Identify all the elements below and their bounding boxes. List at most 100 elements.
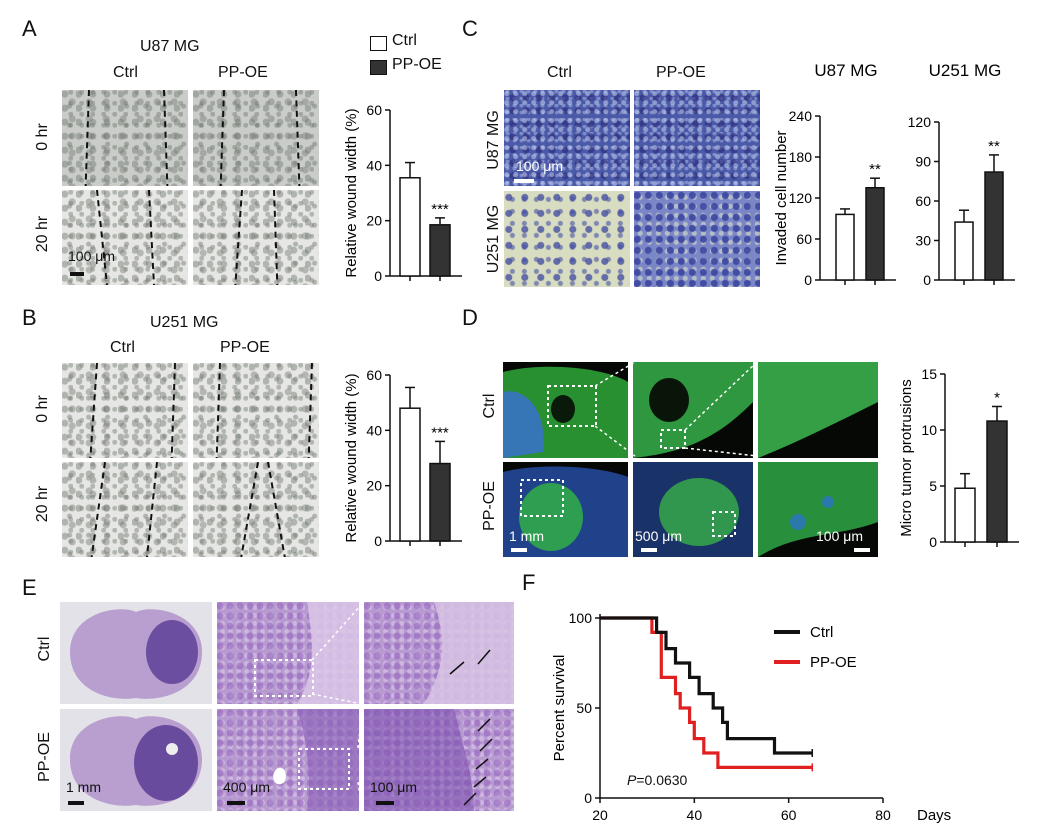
significance-marker: ** [869, 161, 881, 178]
chart-title: U251 MG [929, 61, 1002, 80]
bar-pp-oe [429, 224, 451, 277]
y-tick-label: 0 [374, 268, 382, 284]
bar-chart-d: 0 5 10 15 Micro tumor protrusions * [898, 366, 1019, 550]
panel-a-scale-label: 100 μm [68, 248, 115, 264]
y-tick-label: 10 [921, 422, 937, 438]
y-tick-label: 15 [921, 366, 937, 382]
fluorescence-d-ppoe-zoom: 100 μm [758, 462, 878, 557]
significance-marker: ** [988, 138, 1000, 155]
y-tick-label: 0 [929, 534, 937, 550]
panel-c-row-u251: U251 MG [485, 204, 502, 274]
panel-letter-e: E [22, 575, 37, 600]
micrograph-b-ppoe-20hr [193, 462, 319, 557]
histology-e-ppoe-whole: 1 mm [60, 709, 212, 811]
fluorescence-d-ppoe-mid: 500 μm [633, 462, 753, 557]
zoom-lines-e [311, 603, 363, 810]
micrograph-b-ctrl-20hr [62, 462, 188, 557]
y-tick-label: 20 [366, 478, 382, 494]
panel-b-title: U251 MG [150, 314, 219, 331]
fluorescence-d-ppoe-whole: 1 mm [503, 462, 628, 557]
legend-swatch-ctrl [370, 36, 387, 51]
panel-d-row-ppoe: PP-OE [481, 481, 498, 531]
y-tick-label: 0 [374, 533, 382, 549]
panel-c-scale-label: 100 μm [516, 158, 563, 174]
micrograph-c-u251-ppoe [634, 191, 760, 287]
micrograph-a-ctrl-0hr [62, 90, 188, 186]
bar-pp-oe [865, 187, 885, 281]
panel-a-row-0hr: 0 hr [34, 123, 51, 151]
panel-c-col-ctrl: Ctrl [547, 64, 572, 81]
panel-b-col-ppoe: PP-OE [220, 339, 270, 356]
zoom-lines-d [595, 361, 758, 457]
panel-e-row-ctrl: Ctrl [36, 636, 53, 662]
panel-a-title: U87 MG [140, 38, 200, 55]
y-tick-label: 60 [366, 102, 382, 118]
y-tick-label: 0 [804, 272, 812, 288]
panel-letter-b: B [22, 305, 37, 330]
micrograph-c-u87-ctrl: 100 μm [504, 90, 630, 186]
y-tick-label: 60 [796, 231, 812, 247]
y-tick-label: 0 [584, 790, 592, 806]
y-axis-label: Relative wound width (%) [343, 373, 360, 542]
x-tick-label: 80 [875, 807, 891, 823]
bar-pp-oe [984, 171, 1004, 281]
legend-swatch-ppoe [370, 60, 387, 75]
histology-e-ppoe-zoom: 100 μm [364, 709, 514, 811]
y-axis-label: Invaded cell number [773, 130, 790, 265]
bar-pp-oe [986, 420, 1008, 543]
legend-label-ctrl: Ctrl [810, 624, 833, 641]
micrograph-a-ctrl-20hr: 100 μm [62, 190, 188, 285]
micrograph-b-ctrl-0hr [62, 363, 188, 458]
panel-letter-c: C [462, 16, 478, 41]
y-tick-label: 0 [923, 272, 931, 288]
y-tick-label: 100 [569, 610, 593, 626]
y-tick-label: 5 [929, 478, 937, 494]
fluorescence-d-ctrl-zoom [758, 362, 878, 458]
y-tick-label: 50 [576, 700, 592, 716]
histology-e-ctrl-zoom [364, 602, 514, 704]
bar-chart-b: 0 20 40 60 Relative wound width (%) *** [343, 367, 462, 549]
bar-chart-a: 0 20 40 60 Relative wound width (%) *** [343, 102, 462, 284]
panel-b-row-20hr: 20 hr [34, 485, 51, 523]
panel-b-col-ctrl: Ctrl [110, 339, 135, 356]
panel-d-scale-2: 500 μm [635, 528, 682, 544]
panel-a-col-ctrl: Ctrl [113, 64, 138, 81]
panel-d-scale-1: 1 mm [509, 528, 544, 544]
bar-ctrl [399, 177, 421, 277]
bar-chart-c-u251: 0 30 60 90 120 U251 MG ** [908, 61, 1015, 288]
micrograph-c-u251-ctrl [504, 191, 630, 287]
panel-f-p-italic: P [627, 772, 637, 788]
micrograph-c-u87-ppoe [634, 90, 760, 186]
chart-title: U87 MG [814, 61, 877, 80]
x-tick-label: 60 [781, 807, 797, 823]
significance-marker: *** [431, 201, 449, 218]
y-tick-label: 180 [789, 149, 813, 165]
panel-e-scale-1: 1 mm [66, 779, 101, 795]
micrograph-a-ppoe-0hr [193, 90, 319, 186]
panel-c-col-ppoe: PP-OE [656, 64, 706, 81]
panel-letter-a: A [22, 16, 37, 41]
panel-letter-d: D [462, 305, 478, 330]
panel-d-row-ctrl: Ctrl [481, 393, 498, 419]
legend-label-pp-oe: PP-OE [810, 654, 857, 671]
bar-ctrl [835, 213, 855, 281]
histology-e-ctrl-whole [60, 602, 212, 704]
micrograph-b-ppoe-0hr [193, 363, 319, 458]
panel-e-scale-2: 400 μm [223, 779, 270, 795]
significance-marker: *** [431, 424, 449, 441]
bar-ctrl [399, 407, 421, 542]
panel-b-row-0hr: 0 hr [34, 395, 51, 423]
panel-c-row-u87: U87 MG [485, 110, 502, 170]
fluorescence-d-ctrl-mid [633, 362, 753, 458]
x-tick-label: 40 [687, 807, 703, 823]
survival-line-ctrl [600, 616, 813, 755]
panel-e-scale-3: 100 μm [370, 779, 417, 795]
histology-e-ppoe-mid: 400 μm [217, 709, 359, 811]
legend-label-ppoe: PP-OE [392, 56, 442, 73]
micrograph-a-ppoe-20hr [193, 190, 319, 285]
y-axis-label: Percent survival [551, 655, 568, 762]
y-tick-label: 240 [789, 108, 813, 124]
legend-label-ctrl: Ctrl [392, 32, 417, 49]
histology-e-ctrl-mid [217, 602, 359, 704]
